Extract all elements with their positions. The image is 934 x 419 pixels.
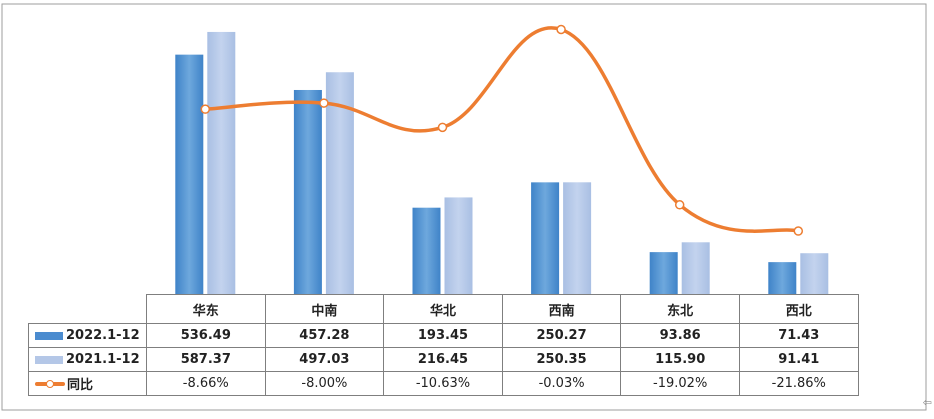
data-label: 93.86 <box>620 323 740 348</box>
data-label: 115.90 <box>620 347 740 372</box>
bar-2021-4 <box>681 242 710 294</box>
plot-border <box>1 3 927 411</box>
legend-entry-2021: 2021.1-12 <box>28 347 147 372</box>
category-label: 西北 <box>738 294 859 324</box>
bar-2022-2 <box>412 207 441 294</box>
data-label: 250.27 <box>501 323 622 348</box>
table-header-row: 华东 中南 华北 西南 东北 西北 <box>28 294 859 324</box>
legend-label: 2021.1-12 <box>66 352 140 367</box>
category-label: 华北 <box>383 294 503 324</box>
data-label: -8.66% <box>146 371 266 396</box>
data-label: -10.63% <box>383 371 503 396</box>
bar-2021-5 <box>800 253 829 294</box>
data-label: 457.28 <box>264 323 385 348</box>
yoy-point-3 <box>556 24 566 35</box>
table-row-2021: 2021.1-12 587.37 497.03 216.45 250.35 11… <box>28 347 859 372</box>
category-label: 西南 <box>501 294 622 324</box>
table-corner <box>28 294 147 324</box>
legend-line-marker <box>35 379 65 389</box>
data-table: 华东 中南 华北 西南 东北 西北 2022.1-12 536.49 457.2… <box>28 294 859 396</box>
data-label: -8.00% <box>264 371 385 396</box>
table-row-yoy: 同比 -8.66% -8.00% -10.63% -0.03% -19.02% … <box>28 371 859 396</box>
legend-entry-2022: 2022.1-12 <box>28 323 147 348</box>
data-label: 497.03 <box>264 347 385 372</box>
data-label: 193.45 <box>383 323 503 348</box>
legend-swatch-2022 <box>35 331 63 340</box>
legend-label: 2022.1-12 <box>66 328 140 343</box>
bar-2022-5 <box>768 262 797 294</box>
bar-2021-2 <box>444 197 473 294</box>
data-label: -0.03% <box>501 371 622 396</box>
legend-label: 同比 <box>67 378 94 393</box>
bar-2022-4 <box>649 252 678 294</box>
data-label: 536.49 <box>146 323 266 348</box>
data-label: -21.86% <box>738 371 859 396</box>
bar-2022-0 <box>175 54 204 295</box>
category-label: 中南 <box>264 294 385 324</box>
yoy-point-1 <box>319 98 329 108</box>
data-label: 250.35 <box>501 347 622 372</box>
data-label: -19.02% <box>620 371 740 396</box>
legend-entry-yoy: 同比 <box>28 371 147 396</box>
bar-2022-1 <box>293 89 322 294</box>
category-label: 华东 <box>146 294 266 324</box>
category-label: 东北 <box>620 294 740 324</box>
data-label: 91.41 <box>738 347 859 372</box>
yoy-point-2 <box>437 122 448 133</box>
table-row-2022: 2022.1-12 536.49 457.28 193.45 250.27 93… <box>28 323 859 348</box>
bar-2021-3 <box>563 182 592 294</box>
data-label: 71.43 <box>738 323 859 348</box>
legend-swatch-2021 <box>35 355 63 364</box>
yoy-point-4 <box>674 200 685 210</box>
data-label: 587.37 <box>146 347 266 372</box>
yoy-point-5 <box>793 226 804 236</box>
bar-2022-3 <box>531 182 560 294</box>
data-label: 216.45 <box>383 347 503 372</box>
yoy-point-0 <box>200 104 211 114</box>
bar-2021-0 <box>207 31 236 294</box>
expand-arrow-icon: ⇦ <box>922 396 932 409</box>
